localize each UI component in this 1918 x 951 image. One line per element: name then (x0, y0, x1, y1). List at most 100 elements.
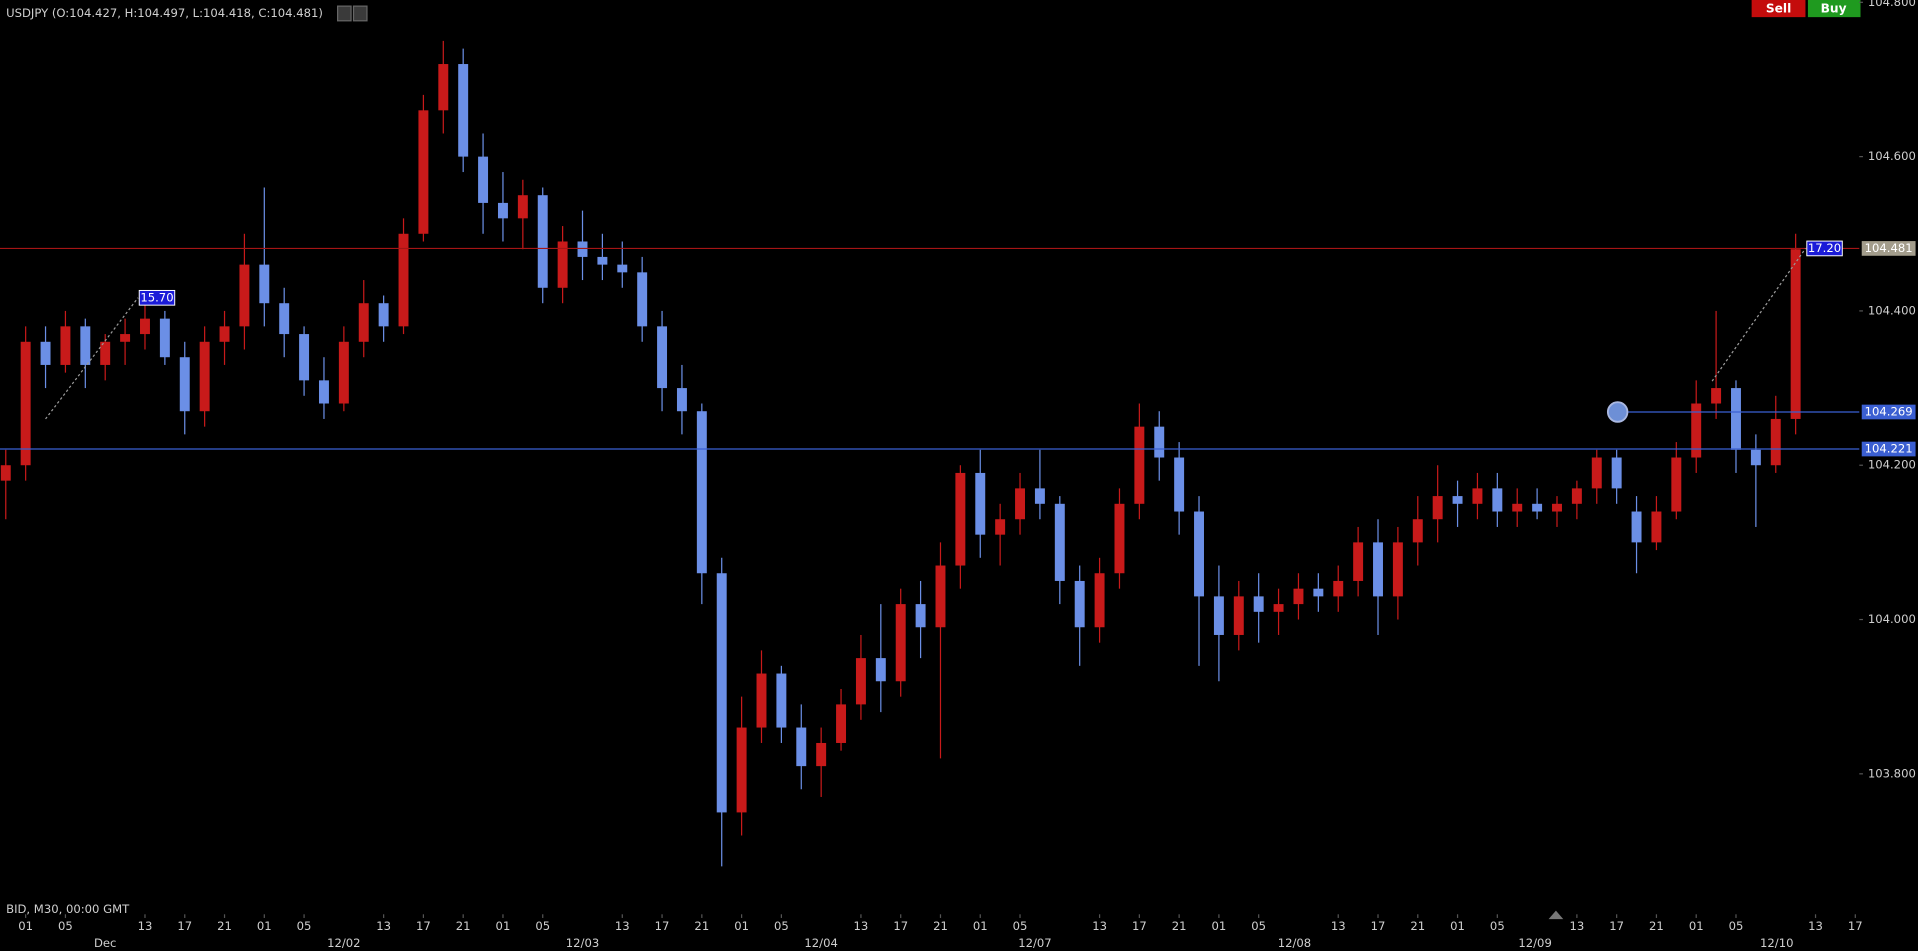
candle-body (20, 341, 31, 466)
candle-body (1054, 503, 1065, 581)
candle-body (497, 202, 508, 219)
price-tag-label: 104.481 (1865, 241, 1913, 255)
candle-body (617, 264, 628, 273)
candle-body (696, 411, 707, 574)
x-tick-label: 05 (1013, 919, 1028, 933)
x-tick-label: 17 (1132, 919, 1147, 933)
candle-body (1253, 596, 1264, 612)
candle-body (1134, 426, 1145, 504)
candle-body (537, 195, 548, 288)
x-tick-label: 17 (416, 919, 431, 933)
x-tick-label: 13 (1569, 919, 1584, 933)
price-line-handle (1606, 401, 1629, 423)
x-tick-label: 21 (694, 919, 709, 933)
x-tick-label: 01 (973, 919, 988, 933)
candle-body (895, 604, 906, 682)
candle-body (657, 326, 668, 389)
candle-body (1313, 588, 1324, 597)
candle-body (1750, 449, 1761, 466)
candle-body (935, 565, 946, 628)
x-tick-label: 01 (257, 919, 272, 933)
candle-body (0, 465, 11, 481)
candle-body (1711, 388, 1722, 404)
y-tick-label: 104.800 (1868, 0, 1916, 9)
candle-body (1333, 580, 1344, 597)
candle-body (458, 64, 469, 157)
sell-label[interactable]: Sell (1766, 2, 1791, 16)
icon[interactable] (352, 5, 368, 22)
x-tick-label: 21 (217, 919, 232, 933)
candle-body (577, 241, 588, 257)
candle-body (1213, 596, 1224, 635)
candle-body (1034, 488, 1045, 504)
x-tick-label: 05 (58, 919, 73, 933)
x-tick-label: 13 (1092, 919, 1107, 933)
candle-body (1731, 388, 1741, 450)
candle-body (975, 472, 986, 535)
measure-line (45, 297, 139, 420)
candle-body (60, 326, 71, 365)
scroll-marker[interactable] (1548, 910, 1564, 920)
candle-body (915, 604, 926, 628)
price-tag (1861, 441, 1916, 457)
candle-body (875, 658, 886, 682)
candle-body (1770, 418, 1781, 466)
x-tick-label: 13 (138, 919, 153, 933)
candle-body (1432, 496, 1443, 520)
day-tick-label: 12/09 (1518, 936, 1551, 950)
sell-bg[interactable] (1751, 0, 1806, 18)
candle-body (995, 519, 1006, 535)
y-tick-label: 103.800 (1868, 766, 1916, 780)
x-tick-label: 01 (1689, 919, 1704, 933)
candle-body (1452, 496, 1463, 504)
price-tag-label: 104.221 (1865, 442, 1913, 456)
candle-body (438, 64, 449, 111)
x-tick-label: 13 (376, 919, 391, 933)
candle-body (1651, 511, 1662, 543)
x-tick-label: 05 (1729, 919, 1744, 933)
footnote: BID, M30, 00:00 GMT (6, 902, 130, 916)
x-tick-label: 17 (177, 919, 192, 933)
candle-body (1154, 426, 1165, 458)
x-tick-label: 13 (615, 919, 630, 933)
x-tick-label: 17 (655, 919, 670, 933)
candle-body (816, 742, 827, 767)
buy-button[interactable]: Buy (1807, 0, 1861, 18)
candle-body (955, 472, 966, 566)
buy-bg[interactable] (1807, 0, 1861, 18)
candle-body (478, 156, 489, 203)
candle-body (418, 110, 429, 234)
candle-body (736, 727, 747, 813)
candle-body (1015, 488, 1026, 520)
candle-body (378, 303, 389, 327)
candle-body (239, 264, 250, 327)
candle-body (1233, 596, 1244, 635)
candle-body (1412, 519, 1423, 543)
candle-body (1552, 503, 1562, 512)
x-tick-label: 21 (933, 919, 948, 933)
buy-label[interactable]: Buy (1821, 2, 1847, 16)
price-tag (1861, 404, 1916, 420)
y-tick-label: 104.000 (1868, 612, 1916, 626)
candle-body (179, 357, 190, 412)
x-tick-label: 05 (1490, 919, 1505, 933)
candle-body (855, 658, 866, 705)
icon[interactable] (336, 5, 352, 22)
sell-button[interactable]: Sell (1751, 0, 1806, 18)
candle-body (120, 334, 131, 342)
candle-body (1074, 580, 1085, 628)
x-tick-label: 21 (456, 919, 471, 933)
x-tick-label: 05 (535, 919, 550, 933)
x-tick-label: 13 (854, 919, 869, 933)
candle-body (1472, 488, 1483, 504)
candle-body (199, 341, 210, 412)
candle-body (140, 318, 150, 335)
candle-body (219, 326, 230, 342)
candle-body (279, 303, 290, 335)
candle-body (1591, 457, 1602, 489)
candle-body (1194, 511, 1204, 597)
candle-body (517, 195, 528, 219)
day-tick-label: 12/02 (327, 936, 360, 950)
candle-body (1512, 503, 1523, 512)
candle-body (1273, 604, 1284, 612)
